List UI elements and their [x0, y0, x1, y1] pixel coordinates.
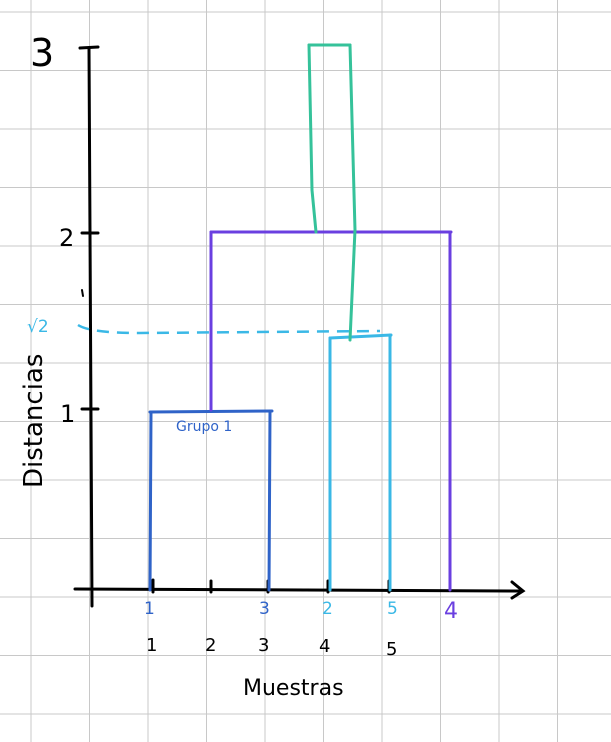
group1-right-leg — [267, 409, 272, 592]
sqrt2-dashed-line — [77, 323, 381, 335]
y-tick-3 — [78, 45, 100, 50]
group25-bar — [328, 333, 393, 340]
position-label-2: 2 — [205, 635, 216, 656]
position-label-3: 3 — [258, 635, 269, 656]
green-left-leg — [307, 43, 318, 234]
y-axis-line — [87, 46, 94, 608]
order-label-2: 2 — [322, 599, 333, 619]
cluster-top — [209, 230, 453, 592]
y-axis-label: Distancias — [19, 354, 49, 488]
order-label-4: 4 — [444, 599, 458, 624]
order-label-5: 5 — [387, 599, 398, 619]
group1-left-leg — [148, 410, 153, 592]
position-label-1: 1 — [146, 635, 157, 656]
order-label-1: 1 — [144, 599, 155, 619]
axes — [73, 45, 526, 608]
order-label-3: 3 — [259, 599, 270, 619]
green-right-leg — [348, 43, 357, 342]
x-axis-line — [73, 587, 522, 593]
x-axis-label: Muestras — [243, 676, 344, 701]
cluster-green — [307, 43, 357, 342]
y-tick-label-3: 3 — [30, 31, 54, 75]
y-tick-label-1: 1 — [60, 400, 75, 428]
sqrt2-label: √2 — [27, 317, 49, 337]
y-tick-label-2: 2 — [59, 224, 74, 252]
x-axis-arrow-icon — [510, 580, 526, 600]
cluster-label-group1: Grupo 1 — [176, 419, 232, 435]
position-label-4: 4 — [319, 636, 330, 657]
position-label-5: 5 — [386, 639, 397, 660]
cluster-group1 — [148, 409, 274, 592]
stray-mark — [81, 289, 84, 297]
cluster-group25 — [328, 333, 393, 592]
